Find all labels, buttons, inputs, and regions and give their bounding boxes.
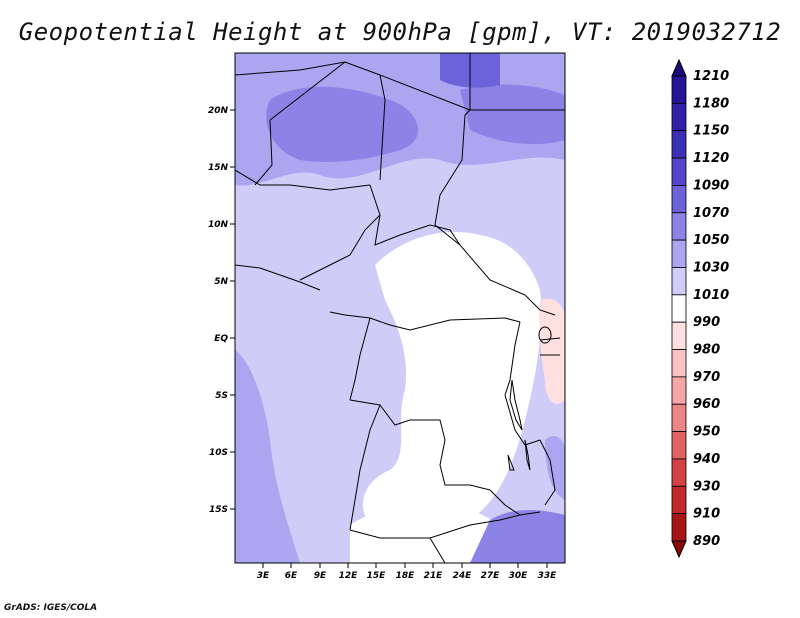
colorbar-label: 990 bbox=[693, 315, 720, 330]
colorbar-label: 890 bbox=[693, 534, 720, 549]
colorbar-segment bbox=[671, 403, 687, 432]
lon-label: 21E bbox=[424, 571, 444, 581]
colorbar-label: 1210 bbox=[693, 69, 729, 84]
lat-label: 5N bbox=[214, 277, 228, 287]
colorbar-segment bbox=[671, 376, 687, 405]
colorbar-label: 970 bbox=[693, 370, 720, 385]
colorbar-segment bbox=[671, 239, 687, 268]
colorbar-label: 980 bbox=[693, 343, 720, 358]
colorbar-label: 960 bbox=[693, 397, 720, 412]
field-east-band bbox=[545, 435, 565, 500]
colorbar: 1210 1180 1150 1120 1090 1070 1050 1030 1010 990 9… bbox=[671, 58, 729, 559]
lat-label: 10S bbox=[209, 448, 228, 458]
lon-label: 18E bbox=[396, 571, 416, 581]
colorbar-label: 1050 bbox=[693, 233, 729, 248]
lon-axis bbox=[262, 563, 548, 568]
colorbar-segment bbox=[671, 212, 687, 241]
colorbar-segment bbox=[671, 130, 687, 159]
lat-label: EQ bbox=[214, 334, 228, 344]
lon-label: 9E bbox=[314, 571, 327, 581]
lat-label: 10N bbox=[208, 220, 229, 230]
colorbar-segment bbox=[671, 75, 687, 104]
field-northeast-core bbox=[460, 84, 565, 145]
chart-title: Geopotential Height at 900hPa [gpm], VT:… bbox=[18, 18, 782, 46]
colorbar-segment bbox=[671, 513, 687, 542]
field-central-low bbox=[362, 231, 542, 536]
colorbar-segment bbox=[671, 102, 687, 132]
lat-label: 5S bbox=[215, 391, 228, 401]
lat-label: 15S bbox=[209, 505, 228, 515]
colorbar-segment bbox=[671, 431, 687, 460]
lon-labels: 3E 6E 9E 12E 15E 18E 21E 24E 27E 30E 33E bbox=[257, 571, 557, 581]
colorbar-label: 1180 bbox=[693, 96, 729, 111]
lon-label: 6E bbox=[285, 571, 298, 581]
colorbar-label: 940 bbox=[693, 452, 720, 467]
lat-axis bbox=[230, 109, 235, 510]
software-credit: GrADS: IGES/COLA bbox=[4, 603, 98, 613]
colorbar-segment bbox=[671, 185, 687, 214]
field-north-core bbox=[266, 86, 419, 162]
lon-label: 24E bbox=[453, 571, 473, 581]
colorbar-segment bbox=[671, 157, 687, 186]
colorbar-bottom-arrow bbox=[671, 540, 687, 559]
colorbar-label: 1070 bbox=[693, 206, 729, 221]
lon-label: 30E bbox=[509, 571, 529, 581]
map-panel bbox=[235, 53, 565, 563]
lakes bbox=[507, 326, 552, 471]
colorbar-label: 1120 bbox=[693, 151, 729, 166]
field-east-lowest bbox=[539, 298, 565, 404]
colorbar-label: 930 bbox=[693, 479, 720, 494]
colorbar-label: 1010 bbox=[693, 288, 729, 303]
colorbar-segment bbox=[671, 321, 687, 350]
colorbar-segment bbox=[671, 294, 687, 323]
colorbar-label: 950 bbox=[693, 425, 720, 440]
field-southeast bbox=[470, 510, 565, 563]
map-frame bbox=[234, 52, 566, 564]
lat-label: 20N bbox=[208, 106, 229, 116]
lon-label: 33E bbox=[538, 571, 558, 581]
borders bbox=[235, 53, 565, 563]
colorbar-segment bbox=[671, 458, 687, 487]
lat-label: 15N bbox=[208, 163, 229, 173]
colorbar-segment bbox=[671, 267, 687, 296]
lon-label: 15E bbox=[367, 571, 387, 581]
colorbar-label: 1090 bbox=[693, 178, 729, 193]
field-west-ocean bbox=[235, 350, 300, 563]
colorbar-top-arrow bbox=[671, 58, 687, 77]
colorbar-label: 910 bbox=[693, 507, 720, 522]
lat-labels: 20N 15N 10N 5N EQ 5S 10S 15S bbox=[208, 106, 229, 515]
colorbar-label: 1150 bbox=[693, 124, 729, 139]
lon-label: 12E bbox=[339, 571, 359, 581]
lon-label: 3E bbox=[257, 571, 270, 581]
colorbar-segment bbox=[671, 485, 687, 515]
lon-label: 27E bbox=[481, 571, 501, 581]
colorbar-segment bbox=[671, 349, 687, 378]
colorbar-label: 1030 bbox=[693, 260, 729, 275]
